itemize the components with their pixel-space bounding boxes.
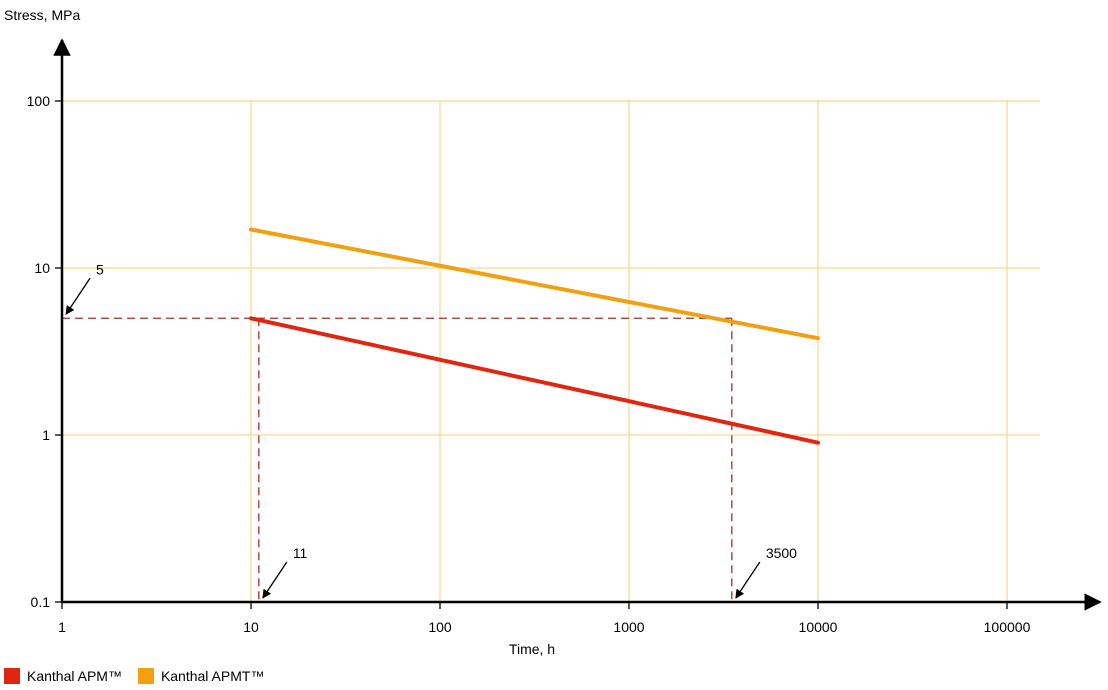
series-line-apmt (249, 227, 820, 341)
y-tick-label-10: 10 (34, 260, 50, 276)
legend-item-apm: Kanthal APM™ (4, 668, 122, 684)
chart: 1 10 100 1000 10000 100000 0.1 1 10 100 5 11 3500 S… (4, 7, 1102, 657)
annotation-label-5: 5 (96, 261, 104, 277)
legend-item-apmt: Kanthal APMT™ (137, 668, 265, 684)
y-tick-label-0.1: 0.1 (31, 594, 51, 610)
x-tick-label-10000: 10000 (799, 619, 838, 635)
annotation-label-3500: 3500 (766, 545, 797, 561)
series (249, 227, 820, 445)
legend-swatch-apmt (137, 668, 154, 684)
legend-label-apm: Kanthal APM™ (27, 668, 122, 684)
legend-swatch-apm (4, 668, 20, 684)
x-tick-label-1: 1 (58, 619, 66, 635)
tick-labels: 1 10 100 1000 10000 100000 0.1 1 10 100 (27, 93, 1031, 635)
annotations: 5 11 3500 (65, 261, 797, 599)
annotation-arrow-11 (262, 561, 288, 599)
legend-label-apmt: Kanthal APMT™ (160, 668, 265, 684)
axes (53, 38, 1102, 611)
series-line-apm (249, 316, 820, 445)
y-tick-label-100: 100 (27, 93, 51, 109)
y-axis-label: Stress, MPa (4, 7, 80, 23)
x-axis-label: Time, h (509, 641, 555, 657)
x-tick-label-100000: 100000 (984, 619, 1031, 635)
x-tick-label-100: 100 (428, 619, 452, 635)
x-tick-label-1000: 1000 (613, 619, 644, 635)
x-tick-label-10: 10 (243, 619, 259, 635)
y-tick-label-1: 1 (42, 427, 50, 443)
annotation-label-11: 11 (293, 545, 308, 561)
reference-lines (62, 317, 733, 602)
legend: Kanthal APM™ Kanthal APMT™ (4, 668, 280, 684)
grid (62, 100, 1040, 602)
annotation-arrow-5 (65, 277, 91, 316)
annotation-arrow-3500 (735, 561, 761, 599)
